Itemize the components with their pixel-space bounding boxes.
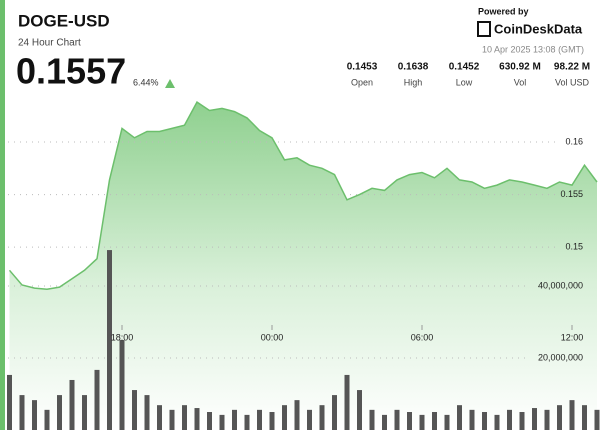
volume-bar [82, 395, 87, 430]
volume-bar [119, 340, 125, 430]
volume-bar [219, 414, 225, 430]
volume-bar [344, 374, 350, 430]
volume-bar [319, 405, 325, 430]
volume-bar [582, 405, 587, 430]
volume-bar [569, 400, 575, 430]
x-tick-label: 12:00 [561, 332, 584, 342]
volume-bar [257, 409, 262, 430]
volume-bar [469, 409, 475, 430]
volume-bar [282, 405, 287, 430]
stat-label: Vol [514, 77, 527, 87]
volume-bar [519, 412, 525, 430]
x-tick-label: 06:00 [411, 332, 434, 342]
stat-value: 0.1452 [449, 62, 480, 73]
stat-value: 98.22 M [554, 62, 590, 73]
volume-bar [32, 400, 37, 430]
y-tick-label: 0.15 [565, 242, 583, 252]
price-area [9, 102, 597, 430]
accent-bar [0, 0, 5, 430]
volume-bar [207, 412, 212, 430]
volume-bar [44, 409, 50, 430]
volume-bar [544, 409, 550, 430]
timestamp: 10 Apr 2025 13:08 (GMT) [482, 44, 584, 54]
volume-bar [182, 405, 187, 430]
volume-bar [457, 405, 462, 430]
volume-bar [57, 395, 62, 430]
volume-bar [232, 409, 237, 430]
volume-bar [357, 390, 362, 430]
volume-bar [494, 414, 500, 430]
volume-bar [269, 412, 275, 430]
stat-label: Vol USD [555, 77, 590, 87]
price: 0.1557 [16, 51, 126, 92]
stat-label: Open [351, 77, 373, 87]
volume-bar [194, 408, 200, 430]
volume-bar [432, 412, 437, 430]
volume-bar [144, 395, 150, 430]
y-tick-label: 0.16 [565, 136, 583, 146]
y2-tick-label: 40,000,000 [538, 280, 583, 290]
stat-value: 0.1453 [347, 62, 378, 73]
price-line [8, 101, 598, 290]
volume-bar [94, 369, 100, 430]
change: 6.44% [133, 77, 159, 87]
brand-logo [477, 21, 491, 37]
volume-bar [169, 409, 175, 430]
volume-bar [419, 414, 425, 430]
stat-label: Low [456, 77, 473, 87]
volume-bar [557, 405, 562, 430]
y-tick-label: 0.155 [560, 189, 583, 199]
volume-bar [482, 412, 487, 430]
stat-label: High [404, 77, 423, 87]
stat-value: 630.92 M [499, 62, 541, 73]
volume-bar [369, 409, 375, 430]
volume-bar [107, 250, 112, 430]
volume-bar [532, 408, 537, 430]
volume-bar [507, 409, 512, 430]
title: DOGE-USD [18, 11, 110, 30]
volume-bar [382, 414, 387, 430]
volume-bar [444, 414, 450, 430]
subtitle: 24 Hour Chart [18, 38, 81, 49]
x-tick-label: 00:00 [261, 332, 284, 342]
volume-bar [332, 395, 337, 430]
volume-bar [244, 414, 250, 430]
volume-bar [19, 395, 25, 430]
volume-bar [7, 374, 12, 430]
stat-value: 0.1638 [398, 62, 429, 73]
volume-bar [69, 379, 75, 430]
powered-by: Powered by [478, 6, 529, 16]
y2-tick-label: 20,000,000 [538, 352, 583, 362]
volume-bar [394, 409, 400, 430]
volume-bar [294, 400, 300, 430]
up-arrow [165, 79, 175, 88]
volume-bar [157, 405, 162, 430]
volume-bar [594, 409, 600, 430]
volume-bar [407, 412, 412, 430]
x-tick-label: 18:00 [111, 332, 134, 342]
volume-bar [307, 409, 312, 430]
brand: CoinDeskData [494, 21, 583, 36]
volume-bar [132, 390, 137, 430]
